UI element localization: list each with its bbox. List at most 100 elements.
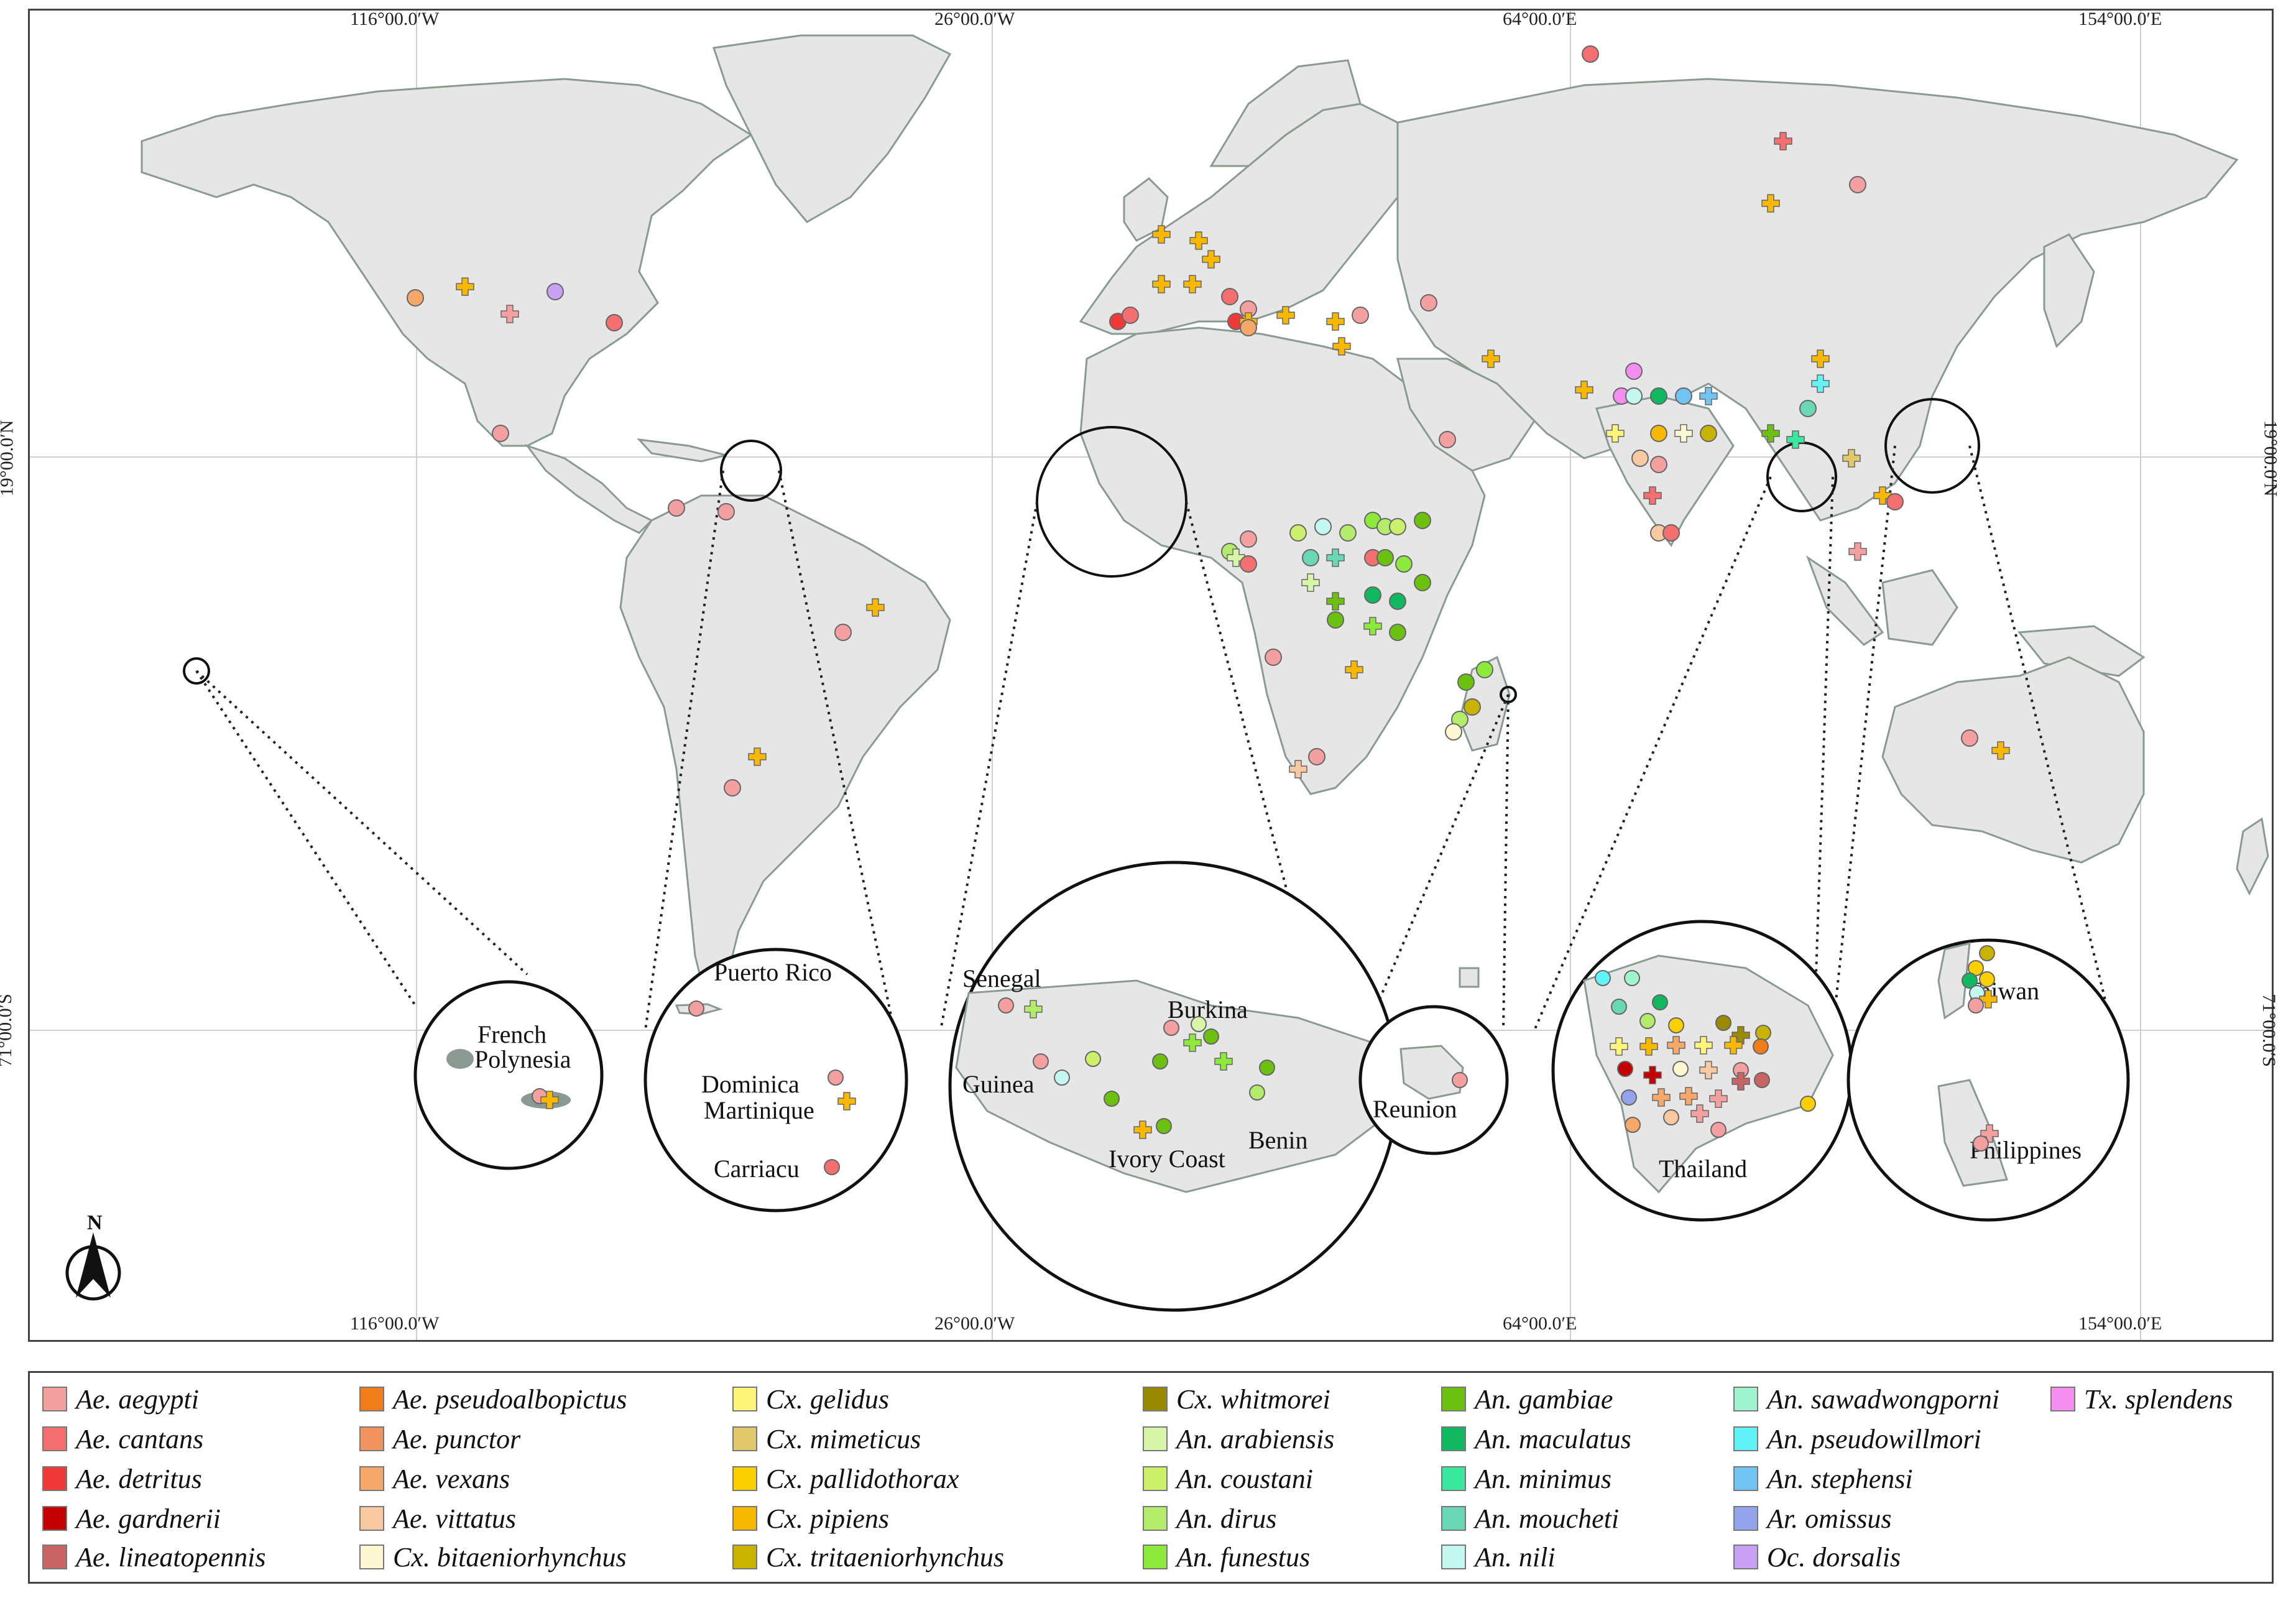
asia [1396, 78, 2239, 522]
sample-point [1625, 1117, 1641, 1133]
legend-label: Ae. punctor [393, 1423, 521, 1454]
sample-cross [1227, 548, 1245, 567]
sample-cross [1152, 275, 1171, 293]
sample-cross [1724, 1036, 1743, 1055]
sample-point [717, 503, 735, 520]
legend-item: Cx. mimeticus [732, 1421, 921, 1456]
coord-bottom-3: 64°00.0′E [1503, 1313, 1577, 1334]
sample-point [1240, 530, 1257, 548]
sample-point [1625, 363, 1643, 380]
sample-point [492, 425, 509, 442]
legend-label: Ae. vittatus [393, 1503, 516, 1534]
legend-label: Ae. cantans [76, 1423, 204, 1454]
sample-point [1240, 319, 1257, 336]
sample-cross [1202, 250, 1220, 269]
sample-point [1621, 1089, 1637, 1106]
sample-point [1314, 518, 1332, 535]
legend-item: Tx. splendens [2050, 1382, 2233, 1416]
legend-swatch [1733, 1466, 1758, 1491]
sample-cross [1690, 1104, 1709, 1123]
legend-label: Cx. pallidothorax [766, 1463, 959, 1494]
sample-point [1611, 999, 1627, 1015]
sample-point [1979, 971, 1995, 987]
sample-point [1259, 1060, 1275, 1076]
legend-swatch [1143, 1466, 1168, 1491]
sample-cross [1667, 1036, 1685, 1055]
legend-swatch [1143, 1506, 1168, 1531]
sample-point [1595, 970, 1611, 986]
legend-swatch [1441, 1545, 1466, 1569]
sample-point [1668, 1017, 1684, 1033]
coord-top-3: 64°00.0′E [1503, 9, 1577, 29]
legend-label: An. stephensi [1767, 1463, 1913, 1494]
legend-item: An. moucheti [1441, 1501, 1619, 1536]
sample-cross [1482, 349, 1500, 368]
legend-swatch [2050, 1387, 2075, 1411]
japan [2043, 233, 2095, 348]
legend-label: An. moucheti [1475, 1503, 1620, 1534]
world-map: French Polynesia Puerto Rico Dominica Ma… [28, 9, 2274, 1342]
sample-cross [1326, 312, 1345, 331]
legend-label: Cx. mimeticus [766, 1423, 921, 1454]
sample-point [1240, 555, 1257, 573]
sample-point [407, 289, 424, 307]
sample-cross [1811, 349, 1830, 368]
sample-point [1457, 673, 1475, 691]
sample-point [1163, 1020, 1179, 1036]
sample-point [1249, 1084, 1265, 1101]
legend-item: Ae. gardnerii [42, 1501, 221, 1536]
sample-point [1639, 1013, 1656, 1029]
sample-cross [1133, 1120, 1152, 1139]
sample-cross [1152, 225, 1171, 244]
legend-item: An. funestus [1143, 1540, 1310, 1574]
sample-cross [540, 1091, 559, 1109]
inset-label-french: French [477, 1020, 546, 1048]
sample-point [1308, 748, 1326, 765]
sample-point [1395, 555, 1413, 573]
legend-swatch [732, 1466, 757, 1491]
legend-swatch [732, 1506, 757, 1531]
sample-cross [1024, 1000, 1043, 1018]
legend-label: An. gambiae [1475, 1383, 1613, 1415]
sample-cross [1848, 542, 1867, 561]
sample-point [1753, 1038, 1769, 1055]
sample-point [1968, 997, 1984, 1014]
sample-point [1289, 524, 1307, 542]
legend-swatch [42, 1545, 67, 1569]
inset-polynesia: French Polynesia [413, 980, 604, 1170]
legend-item: An. coustani [1143, 1461, 1313, 1496]
legend-swatch [732, 1387, 757, 1411]
sample-point [668, 499, 685, 517]
legend-swatch [1441, 1506, 1466, 1531]
legend-item: Ae. vexans [359, 1461, 510, 1496]
legend-item: Ae. vittatus [359, 1501, 516, 1536]
sample-cross [1979, 990, 1998, 1009]
sample-cross [1786, 430, 1805, 449]
sample-cross [1652, 1088, 1671, 1107]
sample-cross [1575, 381, 1593, 399]
sample-cross [1643, 486, 1662, 505]
legend-swatch [359, 1545, 384, 1569]
sample-point [1624, 970, 1640, 986]
inset-east-asia: Taiwan Philippines [1846, 938, 2130, 1222]
sample-cross [1842, 449, 1861, 468]
sample-point [606, 314, 623, 331]
sample-cross [1606, 424, 1625, 443]
sample-point [998, 997, 1014, 1014]
sample-point [1364, 586, 1381, 604]
inset-label-burkina: Burkina [1168, 995, 1248, 1023]
sample-cross [1326, 548, 1345, 567]
sample-cross [1214, 1052, 1233, 1071]
sample-point [1339, 524, 1357, 542]
inset-sample-points [532, 945, 1999, 1175]
legend-item: An. minimus [1441, 1461, 1611, 1496]
legend-item: Cx. whitmorei [1143, 1382, 1330, 1416]
legend-label: An. sawadwongporni [1767, 1383, 2000, 1415]
sample-point [1439, 431, 1456, 448]
legend-swatch [732, 1426, 757, 1451]
sample-point [1849, 176, 1866, 193]
legend-swatch [732, 1545, 757, 1569]
central-america [524, 444, 653, 534]
sample-cross [456, 277, 474, 296]
legend-item: An. dirus [1143, 1501, 1276, 1536]
